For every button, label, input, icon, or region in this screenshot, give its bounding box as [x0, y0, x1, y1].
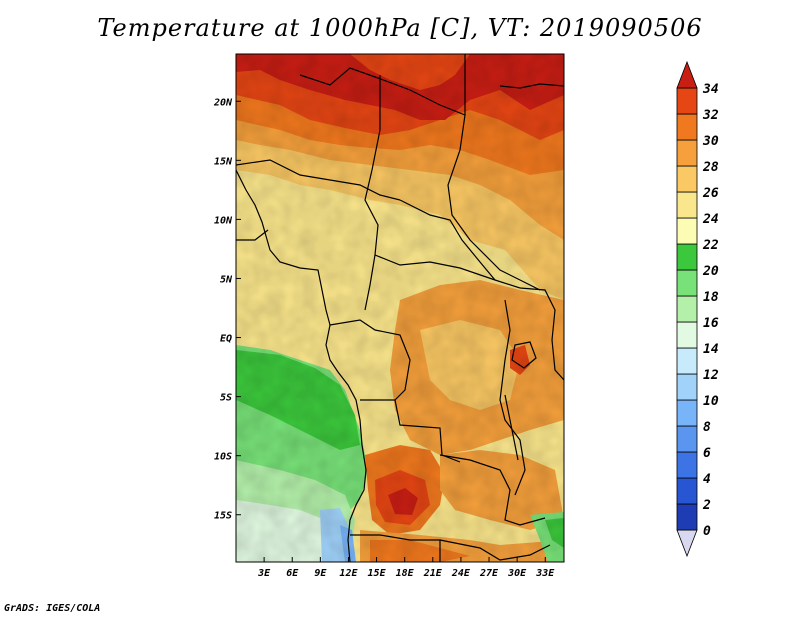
border-line-13: [519, 287, 564, 381]
border-line-6: [374, 254, 521, 289]
colorbar-cell: [676, 60, 698, 89]
colorbar-label: 26: [702, 186, 719, 201]
colorbar-cell: [676, 399, 698, 427]
x-tick-label: 30E: [507, 568, 527, 579]
x-axis-ticks: 3E 6E 9E 12E 15E 18E 21E 24E 27E 30E 33E: [257, 557, 555, 579]
colorbar-label: 32: [702, 108, 719, 123]
temperature-field: [236, 54, 564, 562]
colorbar-label: 18: [703, 290, 719, 305]
field-texture: [236, 54, 564, 562]
x-tick-label: 9E: [314, 568, 327, 579]
x-tick-label: 3E: [257, 568, 271, 579]
x-tick-label: 6E: [286, 568, 299, 579]
colorbar-label: 28: [702, 160, 719, 175]
colorbar-label: 8: [703, 420, 711, 435]
colorbar-cell: [676, 113, 698, 141]
colorbar-cell: [676, 477, 698, 505]
border-line-11: [439, 539, 551, 561]
border-line-2: [364, 75, 381, 311]
border-line-12: [499, 299, 526, 496]
border-line-10: [350, 534, 441, 562]
border-line-5: [399, 199, 496, 281]
colorbar-cell: [676, 451, 698, 479]
border-line-7: [329, 319, 411, 401]
y-tick-label: 20N: [213, 97, 233, 108]
lake-victoria: [511, 341, 537, 369]
colorbar-cell: [676, 321, 698, 349]
x-tick-label: 27E: [479, 568, 499, 579]
colorbar-cell: [676, 295, 698, 323]
x-tick-label: 24E: [451, 568, 471, 579]
colorbar-cell: [676, 503, 698, 531]
y-axis-ticks: 20N 15N 10N 5N EQ 5S 10S 15S: [213, 97, 241, 522]
colorbar-cell: [676, 217, 698, 245]
border-line-1: [236, 159, 401, 201]
border-line-4: [447, 54, 541, 291]
x-tick-label: 15E: [368, 568, 387, 579]
y-tick-label: 15S: [214, 511, 232, 522]
y-tick-label: 5S: [220, 393, 232, 404]
coastline-west: [236, 169, 367, 562]
map-frame: [235, 53, 565, 563]
x-tick-label: 21E: [423, 568, 443, 579]
lake-tanganyika: [504, 394, 519, 461]
x-tick-label: 33E: [535, 568, 555, 579]
colorbar-cell: [676, 425, 698, 453]
y-tick-label: 10N: [214, 215, 233, 226]
y-tick-label: EQ: [220, 334, 232, 345]
colorbar-cell: [676, 139, 698, 167]
colorbar-label: 34: [702, 82, 719, 97]
colorbar-label: 30: [702, 134, 719, 149]
colorbar-label: 14: [703, 342, 719, 357]
x-tick-label: 12E: [339, 568, 358, 579]
y-tick-label: 15N: [214, 156, 233, 167]
colorbar-label: 22: [702, 238, 719, 253]
colorbar-label: 10: [703, 394, 719, 409]
border-line-15: [236, 229, 269, 241]
colorbar-cell: [676, 529, 698, 558]
credit-text: GrADS: IGES/COLA: [4, 603, 101, 614]
colorbar-cell: [676, 87, 698, 115]
colorbar-label: 0: [703, 524, 711, 539]
border-line-14: [499, 83, 564, 89]
border-line-3: [299, 67, 466, 116]
colorbar-label: 20: [702, 264, 719, 279]
border-line-9: [439, 454, 546, 526]
colorbar-cell: [676, 165, 698, 193]
colorbar-label: 4: [703, 472, 711, 487]
y-tick-label: 10S: [214, 452, 232, 463]
colorbar-cell: [676, 191, 698, 219]
colorbar-label: 24: [702, 212, 719, 227]
x-tick-label: 18E: [396, 568, 415, 579]
colorbar-label: 6: [703, 446, 711, 461]
y-tick-label: 5N: [220, 274, 233, 285]
colorbar-cell: [676, 269, 698, 297]
colorbar-cell: [676, 347, 698, 375]
country-borders: [236, 54, 564, 562]
colorbar-label: 16: [703, 316, 719, 331]
chart-title: Temperature at 1000hPa [C], VT: 20190905…: [97, 14, 703, 42]
colorbar-cell: [676, 243, 698, 271]
colorbar-label: 12: [703, 368, 719, 383]
colorbar-cell: [676, 373, 698, 401]
colorbar-label: 2: [702, 498, 711, 513]
